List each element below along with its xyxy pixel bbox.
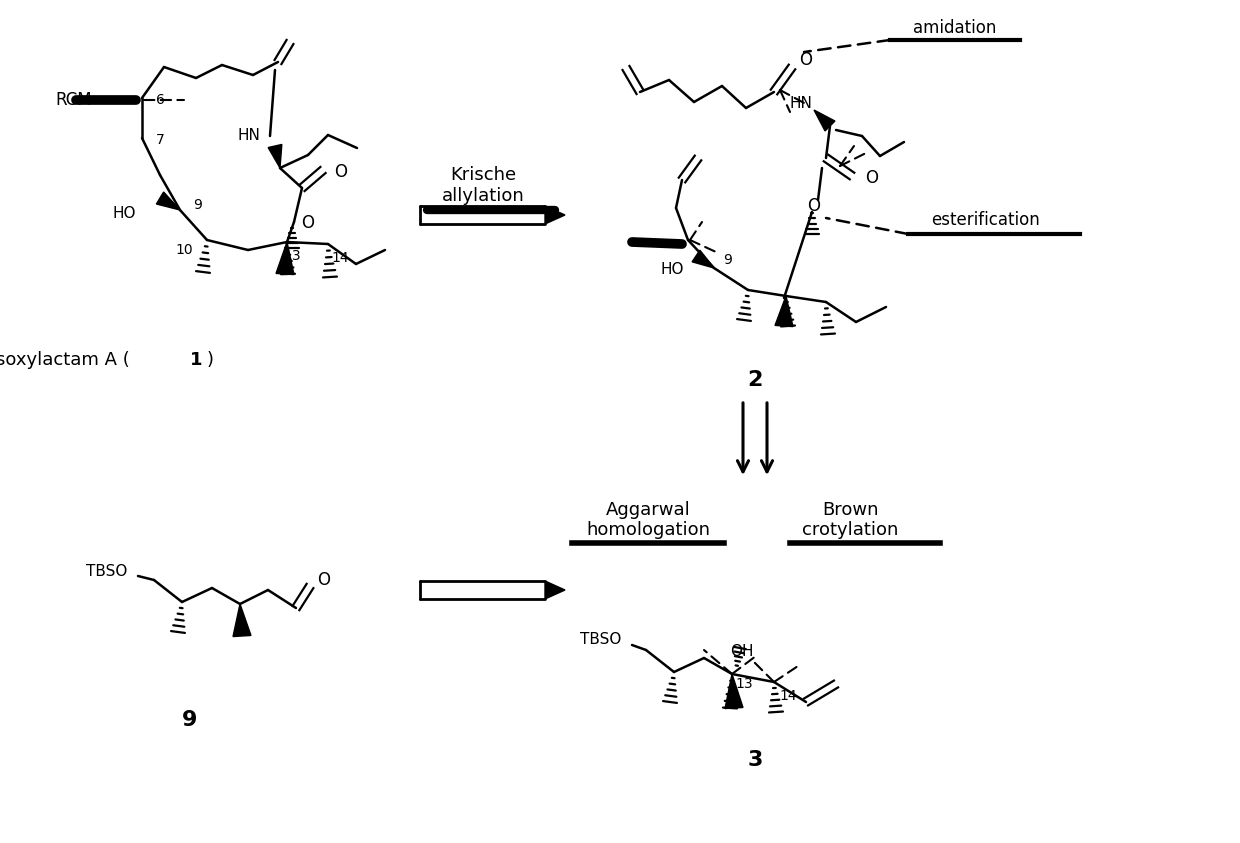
Text: 9: 9 (193, 198, 202, 212)
Text: allylation: allylation (441, 187, 525, 205)
Text: 1: 1 (190, 351, 202, 369)
Text: 13: 13 (283, 249, 301, 263)
Text: 10: 10 (175, 243, 193, 257)
Text: O: O (335, 163, 347, 181)
Polygon shape (692, 250, 714, 268)
Polygon shape (546, 581, 565, 599)
Text: dysoxylactam A (: dysoxylactam A ( (0, 351, 130, 369)
Text: ): ) (207, 351, 215, 369)
Text: TBSO: TBSO (580, 632, 621, 647)
Text: HO: HO (113, 207, 136, 222)
Text: OH: OH (730, 645, 754, 659)
Text: HN: HN (789, 96, 812, 111)
Text: 9: 9 (724, 253, 733, 267)
Text: O: O (866, 169, 878, 187)
Polygon shape (775, 296, 794, 326)
Polygon shape (277, 242, 294, 275)
Text: O: O (807, 197, 821, 215)
Text: 3: 3 (748, 750, 763, 770)
Text: crotylation: crotylation (802, 521, 898, 539)
Text: Aggarwal: Aggarwal (605, 501, 691, 519)
Text: HO: HO (660, 262, 683, 277)
Text: O: O (800, 51, 812, 69)
Text: O: O (301, 214, 315, 232)
Text: 14: 14 (779, 689, 797, 703)
Polygon shape (546, 206, 565, 224)
Text: Krische: Krische (450, 166, 516, 184)
Text: 9: 9 (182, 710, 197, 730)
Text: homologation: homologation (587, 521, 711, 539)
Text: 13: 13 (735, 677, 753, 691)
Text: 6: 6 (155, 93, 165, 107)
Text: HN: HN (237, 128, 260, 143)
Polygon shape (268, 144, 281, 168)
Text: esterification: esterification (931, 211, 1039, 229)
Polygon shape (156, 192, 180, 210)
Text: TBSO: TBSO (86, 565, 128, 579)
Text: 14: 14 (331, 251, 348, 265)
Text: RCM: RCM (55, 91, 92, 109)
Text: Brown: Brown (822, 501, 878, 519)
Polygon shape (725, 674, 743, 708)
Text: amidation: amidation (914, 19, 997, 37)
Text: 7: 7 (156, 133, 165, 147)
Polygon shape (813, 110, 835, 131)
Polygon shape (233, 604, 250, 636)
Text: 2: 2 (748, 370, 763, 390)
Text: O: O (317, 571, 331, 589)
